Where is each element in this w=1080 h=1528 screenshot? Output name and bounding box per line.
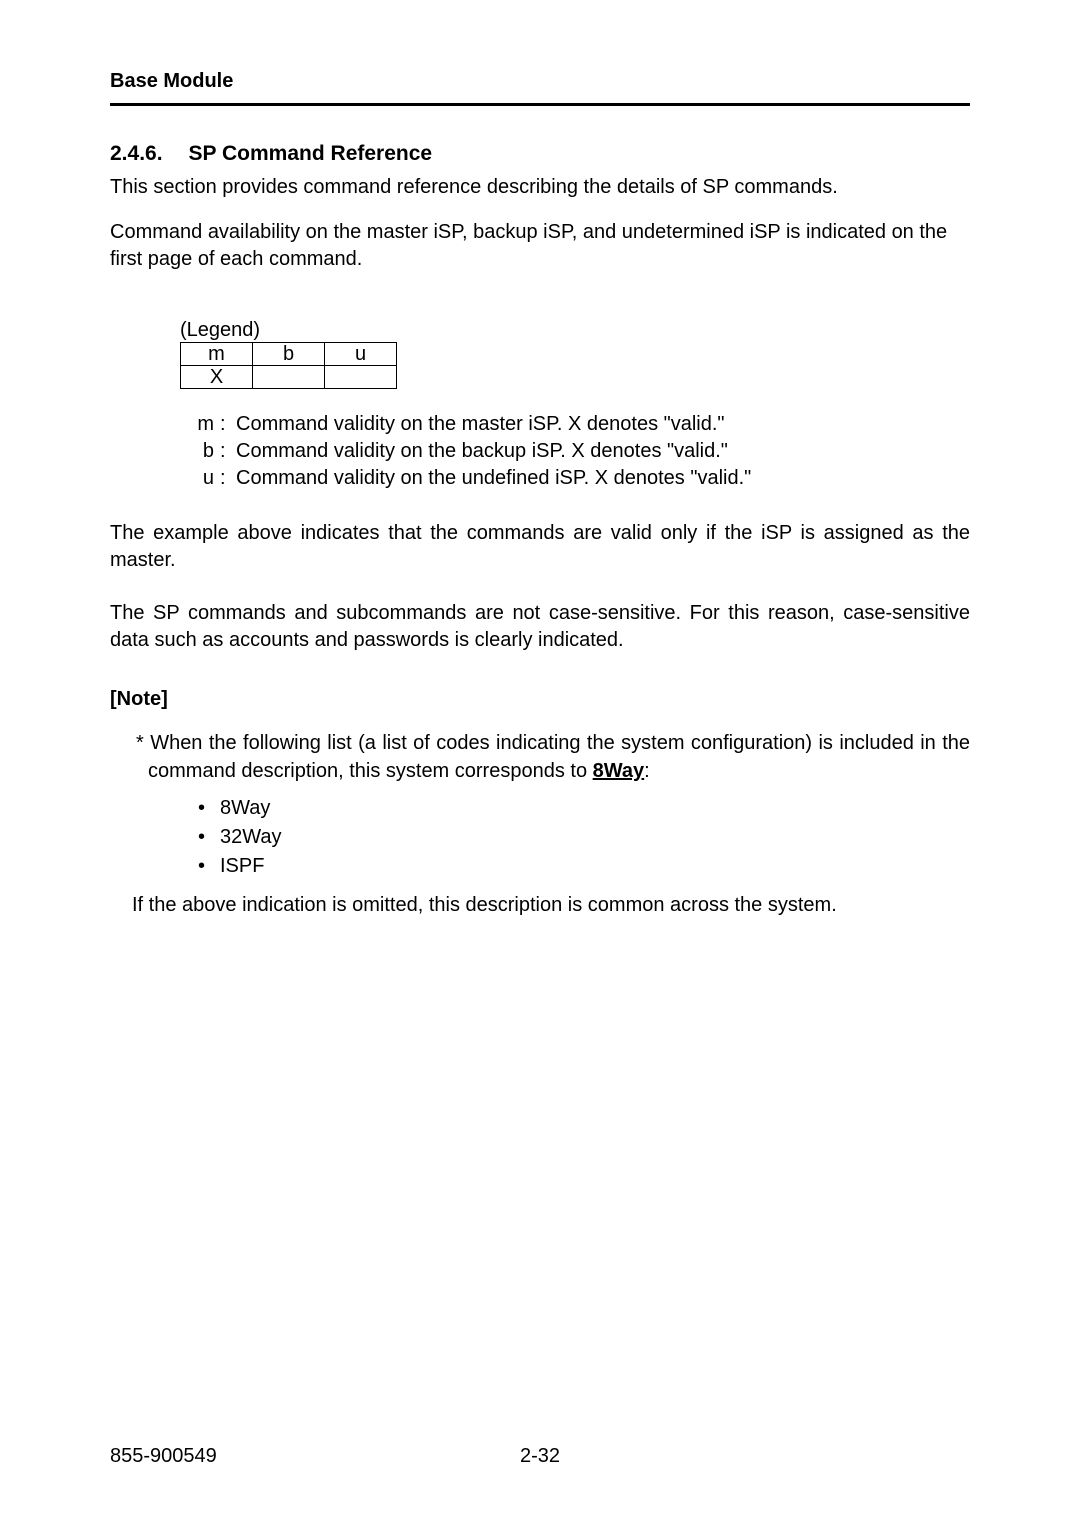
- legend-value-u: [325, 366, 397, 389]
- legend-def-text: Command validity on the master iSP. X de…: [236, 411, 725, 438]
- legend-def-b: b : Command validity on the backup iSP. …: [184, 438, 970, 465]
- legend-header-u: u: [325, 343, 397, 366]
- note-item: * When the following list (a list of cod…: [110, 729, 970, 785]
- legend-block: (Legend) m b u X: [180, 319, 970, 389]
- legend-header-m: m: [181, 343, 253, 366]
- legend-value-m: X: [181, 366, 253, 389]
- section-heading: 2.4.6. SP Command Reference: [110, 142, 970, 166]
- section-title: SP Command Reference: [189, 142, 433, 165]
- note-item-prefix: * When the following list (a list of cod…: [136, 732, 970, 782]
- table-row: m b u: [181, 343, 397, 366]
- case-para: The SP commands and subcommands are not …: [110, 600, 970, 654]
- legend-def-key: u: [184, 465, 220, 492]
- legend-definitions: m : Command validity on the master iSP. …: [184, 411, 970, 492]
- note-bullet-list: 8Way 32Way ISPF: [198, 797, 970, 878]
- legend-table: m b u X: [180, 342, 397, 389]
- note-item-suffix: :: [644, 760, 650, 782]
- legend-def-text: Command validity on the undefined iSP. X…: [236, 465, 751, 492]
- intro-para-1: This section provides command reference …: [110, 174, 970, 201]
- legend-value-b: [253, 366, 325, 389]
- footer-doc-number: 855-900549: [110, 1445, 217, 1468]
- section-number: 2.4.6.: [110, 142, 163, 166]
- legend-def-u: u : Command validity on the undefined iS…: [184, 465, 970, 492]
- legend-def-colon: :: [220, 465, 236, 492]
- header-title: Base Module: [110, 70, 970, 93]
- list-item: 32Way: [198, 826, 970, 849]
- footer-page-number: 2-32: [520, 1445, 560, 1468]
- intro-para-2: Command availability on the master iSP, …: [110, 219, 970, 273]
- page-footer: 855-900549 2-32: [110, 1445, 970, 1468]
- legend-def-key: b: [184, 438, 220, 465]
- legend-def-colon: :: [220, 411, 236, 438]
- legend-def-key: m: [184, 411, 220, 438]
- note-heading: [Note]: [110, 688, 970, 711]
- legend-header-b: b: [253, 343, 325, 366]
- header-rule: [110, 103, 970, 106]
- list-item: 8Way: [198, 797, 970, 820]
- note-item-bold: 8Way: [593, 760, 645, 782]
- legend-def-m: m : Command validity on the master iSP. …: [184, 411, 970, 438]
- legend-label: (Legend): [180, 319, 970, 342]
- legend-def-text: Command validity on the backup iSP. X de…: [236, 438, 728, 465]
- note-closing: If the above indication is omitted, this…: [132, 894, 970, 917]
- list-item: ISPF: [198, 855, 970, 878]
- example-para: The example above indicates that the com…: [110, 520, 970, 574]
- table-row: X: [181, 366, 397, 389]
- legend-def-colon: :: [220, 438, 236, 465]
